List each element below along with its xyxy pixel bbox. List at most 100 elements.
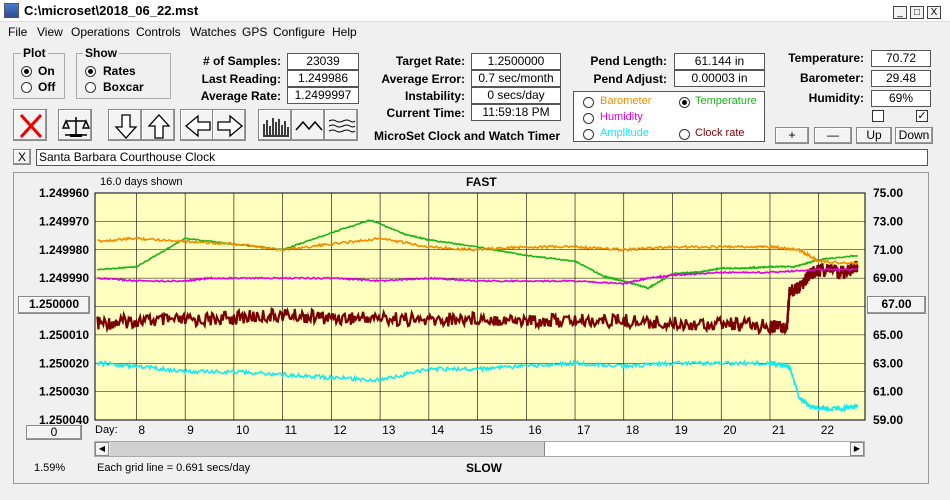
maximize-button[interactable]: □ xyxy=(910,6,924,19)
scrollbar-thumb[interactable] xyxy=(544,442,850,456)
title-bar[interactable]: C:\microset\2018_06_22.mst _ □ X xyxy=(0,0,950,22)
target-rate-value: 1.2500000 xyxy=(471,53,561,70)
left-tick-label: 1.250020 xyxy=(39,356,89,370)
clear-button[interactable] xyxy=(13,109,47,141)
scrollbar-track-used xyxy=(110,442,544,456)
temperature-option[interactable]: Temperature xyxy=(695,95,757,107)
right-axis-center-button[interactable]: 67.00 xyxy=(867,296,926,314)
instability-label: Instability: xyxy=(404,89,465,103)
left-tick-label: 1.250030 xyxy=(39,385,89,399)
pend-adjust-value: 0.00003 in xyxy=(674,70,765,87)
left-axis-center-button[interactable]: 1.250000 xyxy=(18,296,90,314)
show-boxcar-radio[interactable] xyxy=(85,82,96,93)
menu-file[interactable]: File xyxy=(8,25,28,39)
menu-watches[interactable]: Watches xyxy=(190,25,237,39)
day-tick-label: 13 xyxy=(382,423,396,437)
wave-icon xyxy=(295,120,323,131)
down-button[interactable]: Down xyxy=(895,127,933,144)
right-tick-label: 61.00 xyxy=(873,385,903,399)
humidity-option[interactable]: Humidity xyxy=(600,111,643,123)
humidity-value: 69% xyxy=(871,90,931,107)
offset-zero-button[interactable]: 0 xyxy=(26,425,82,440)
samples-label: # of Samples: xyxy=(202,54,281,68)
right-tick-label: 71.00 xyxy=(873,243,903,257)
plot-off-radio[interactable] xyxy=(21,82,32,93)
show-group-title: Show xyxy=(83,46,119,60)
left-tick-label: 1.249970 xyxy=(39,214,89,228)
plot-group-title: Plot xyxy=(21,46,48,60)
left-tick-label: 1.249990 xyxy=(39,271,89,285)
barometer-radio[interactable] xyxy=(583,97,594,108)
clock-name-input[interactable]: Santa Barbara Courthouse Clock xyxy=(36,149,928,166)
day-tick-label: 9 xyxy=(187,423,194,437)
sensor-checkbox-2[interactable]: ✓ xyxy=(916,110,928,122)
day-tick-label: 18 xyxy=(626,423,640,437)
left-tick-label: 1.249980 xyxy=(39,243,89,257)
percent-label: 1.59% xyxy=(34,462,66,474)
pend-length-value: 61.144 in xyxy=(674,53,765,70)
histogram-icon xyxy=(263,118,289,137)
series-line-humidity xyxy=(97,267,859,286)
menu-gps[interactable]: GPS xyxy=(242,25,268,39)
day-tick-label: 8 xyxy=(138,423,145,437)
plot-on-label[interactable]: On xyxy=(38,64,55,78)
temperature-label: Temperature: xyxy=(788,51,864,65)
grid-note: Each grid line = 0.691 secs/day xyxy=(97,462,251,474)
sensor-checkbox-1[interactable] xyxy=(872,110,884,122)
temperature-radio[interactable] xyxy=(679,97,690,108)
clock-rate-radio[interactable] xyxy=(679,129,690,140)
day-tick-label: 11 xyxy=(285,423,298,437)
left-tick-label: 1.250040 xyxy=(39,413,89,427)
series-line-barometer xyxy=(97,236,859,266)
plus-button[interactable]: + xyxy=(775,127,809,144)
noise-plot-button[interactable] xyxy=(324,109,358,141)
up-button[interactable]: Up xyxy=(856,127,892,144)
show-rates-radio[interactable] xyxy=(85,66,96,77)
plot-off-label[interactable]: Off xyxy=(38,80,56,94)
barometer-label: Barometer: xyxy=(799,71,864,85)
menu-help[interactable]: Help xyxy=(332,25,357,39)
menu-controls[interactable]: Controls xyxy=(136,25,181,39)
last-reading-value: 1.249986 xyxy=(287,70,359,87)
plot-on-radio[interactable] xyxy=(21,66,32,77)
clear-clock-name-button[interactable]: X xyxy=(13,149,31,165)
amplitude-option[interactable]: Amplitude xyxy=(600,127,649,139)
show-rates-label[interactable]: Rates xyxy=(103,64,136,78)
clock-rate-option[interactable]: Clock rate xyxy=(695,127,745,139)
amplitude-radio[interactable] xyxy=(583,129,594,140)
humidity-label: Humidity: xyxy=(808,91,864,105)
barometer-option[interactable]: Barometer xyxy=(600,95,652,107)
fast-label: FAST xyxy=(466,175,497,189)
menu-operations[interactable]: Operations xyxy=(71,25,130,39)
instability-value: 0 secs/day xyxy=(471,87,561,104)
menu-configure[interactable]: Configure xyxy=(273,25,326,39)
scroll-left-arrow[interactable]: ◀ xyxy=(95,442,109,456)
close-window-button[interactable]: X xyxy=(927,6,941,19)
day-tick-label: 22 xyxy=(821,423,835,437)
minus-button[interactable]: — xyxy=(814,127,852,144)
humidity-radio[interactable] xyxy=(583,113,594,124)
scroll-up-button[interactable] xyxy=(141,109,175,141)
current-time-value: 11:59:18 PM xyxy=(471,104,561,121)
minimize-button[interactable]: _ xyxy=(893,6,907,19)
scroll-down-button[interactable] xyxy=(108,109,142,141)
arrow-right-icon xyxy=(217,114,244,138)
red-x-icon xyxy=(19,113,43,139)
scroll-left-button[interactable] xyxy=(180,109,214,141)
calibrate-button[interactable] xyxy=(58,109,92,141)
day-tick-label: 16 xyxy=(528,423,542,437)
histogram-button[interactable] xyxy=(258,109,292,141)
menu-view[interactable]: View xyxy=(37,25,63,39)
average-rate-label: Average Rate: xyxy=(200,89,281,103)
last-reading-label: Last Reading: xyxy=(201,72,281,86)
barometer-value: 29.48 xyxy=(871,70,931,87)
day-tick-label: 17 xyxy=(577,423,591,437)
pend-adjust-label: Pend Adjust: xyxy=(593,72,667,86)
arrow-left-icon xyxy=(184,114,211,138)
right-tick-label: 63.00 xyxy=(873,356,903,370)
show-boxcar-label[interactable]: Boxcar xyxy=(103,80,144,94)
day-tick-label: 14 xyxy=(431,423,445,437)
scroll-right-arrow[interactable]: ▶ xyxy=(850,442,864,456)
scroll-right-button[interactable] xyxy=(212,109,246,141)
